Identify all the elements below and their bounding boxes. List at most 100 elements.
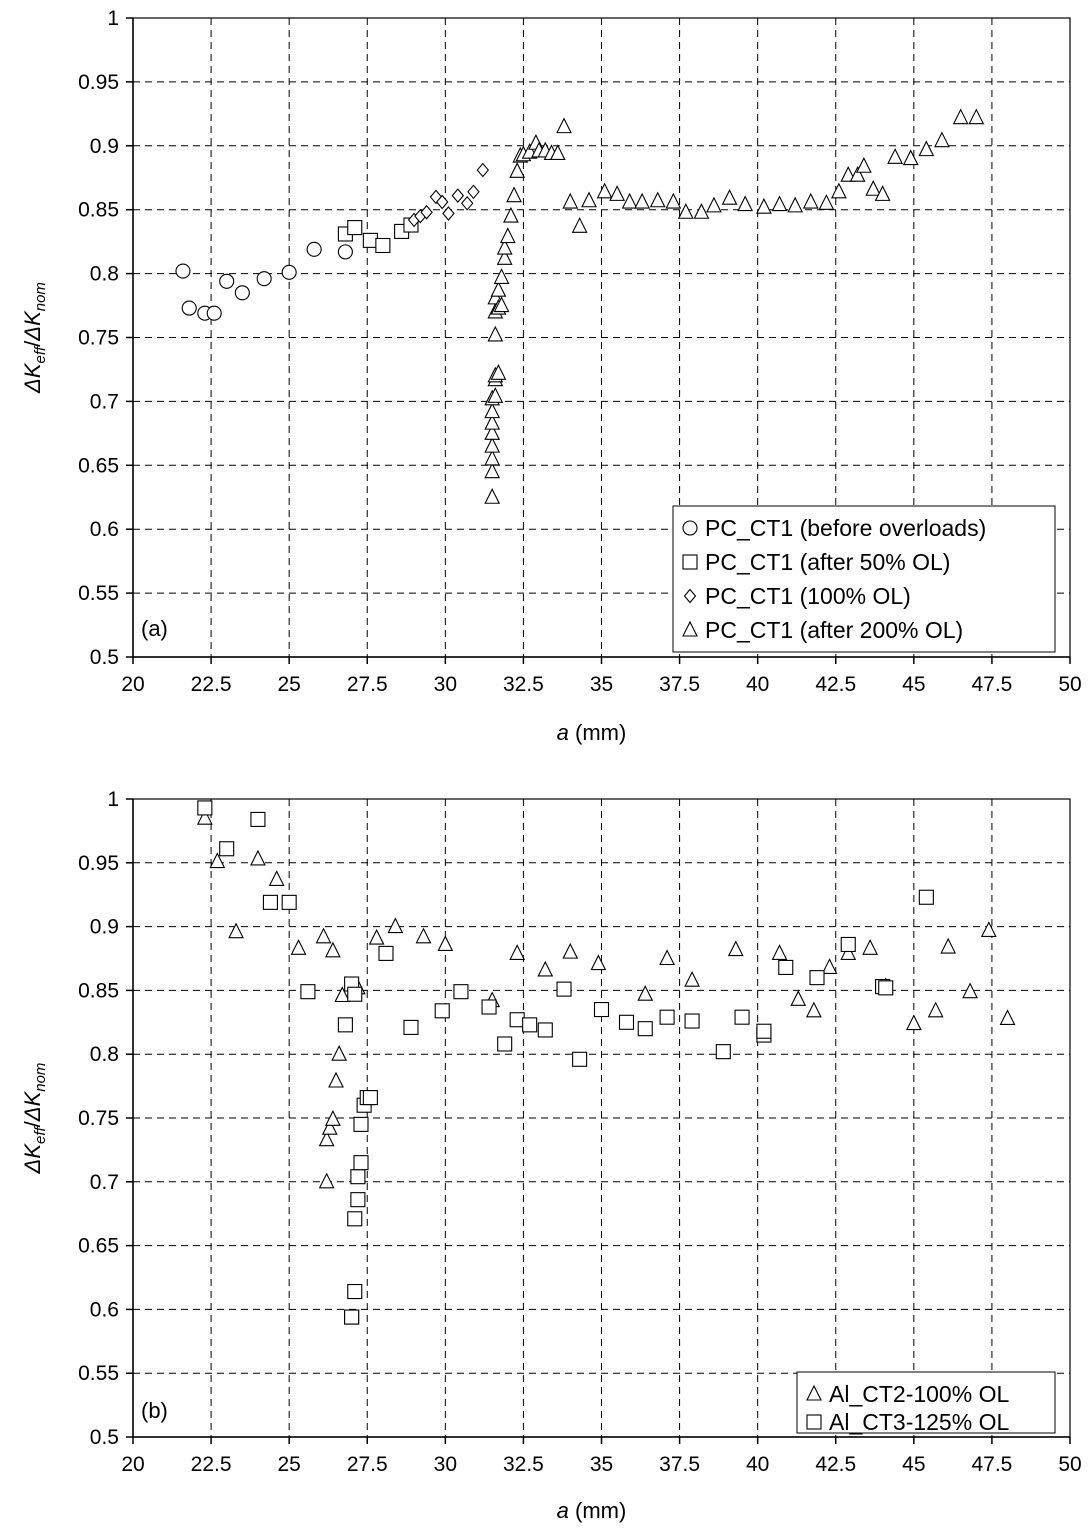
x-tick-label: 37.5 [659,1453,700,1476]
legend-entry-label: PC_CT1 (after 50% OL) [705,549,950,575]
data-point-triangle [506,186,522,203]
y-axis-label-part: eff [32,1125,49,1144]
x-tick-label: 47.5 [971,1453,1012,1476]
legend-marker-triangle [682,620,698,637]
data-point-triangle [706,196,722,213]
data-point-triangle [496,249,513,265]
y-tick-label: 0.95 [78,852,119,875]
data-point-diamond [435,194,449,210]
x-tick-label: 32.5 [503,1453,544,1476]
y-axis-label-part: / [20,340,45,347]
data-point-triangle [496,238,513,255]
data-point-triangle [927,1001,944,1018]
data-point-triangle [637,984,654,1001]
data-point-triangle [318,1130,335,1147]
y-tick-label: 0.6 [90,518,119,541]
data-point-triangle [934,131,950,148]
data-point-triangle [865,180,882,196]
data-point-square [572,1051,588,1067]
data-point-triangle [952,108,969,125]
data-point-triangle [665,192,682,209]
data-point-triangle [590,954,607,971]
legend-entry-label: PC_CT1 (100% OL) [705,583,911,609]
data-point-square [522,1017,538,1033]
plot-frame [132,17,1071,658]
y-tick-label: 1 [107,7,119,30]
data-point-triangle [331,1044,348,1061]
data-point-triangle [918,140,935,157]
data-point-triangle [887,148,903,164]
y-tick-label: 0.9 [90,916,119,939]
data-point-square [509,1012,525,1028]
data-point-triangle [368,928,385,945]
y-axis-label-part: ΔK [20,1143,45,1175]
data-point-triangle [493,268,510,284]
y-tick-label: 0.6 [90,1298,119,1321]
legend-entry-label: Al_CT2-100% OL [829,1381,1009,1407]
x-axis-label-unit: (mm) [569,1498,626,1523]
x-tick-label: 45 [902,1453,925,1476]
data-point-square [637,1021,653,1037]
y-tick-label: 0.75 [78,1107,119,1130]
data-point-circle [337,244,353,260]
data-point-square [556,981,572,997]
data-point-triangle [821,958,838,974]
data-point-triangle [556,117,572,134]
y-axis-label-part: / [20,1120,45,1127]
data-point-square [593,1001,610,1018]
data-point-triangle [721,188,738,205]
data-point-triangle [874,185,891,201]
data-point-circle [206,305,222,321]
data-point-square [350,1169,366,1185]
y-axis-label: ΔKeff/ΔKnom [20,282,49,394]
data-point-triangle [830,182,847,199]
data-point-triangle [802,192,819,209]
plot-frame [132,798,1071,1438]
legend-entry-label: PC_CT1 (before overloads) [705,515,986,541]
data-point-circle [256,271,272,287]
data-point-triangle [787,196,804,213]
y-tick-label: 0.85 [78,979,119,1002]
data-point-triangle [484,462,501,479]
data-point-square [453,984,469,1000]
data-point-square [347,1283,363,1300]
data-point-triangle [840,944,857,960]
legend-entry-label: Al_CT3-125% OL [829,1409,1009,1435]
data-point-triangle [503,206,519,223]
data-point-triangle [790,990,807,1006]
data-point-square [353,1155,369,1171]
x-tick-label: 35 [590,1453,613,1476]
data-point-square [684,1013,700,1029]
y-tick-label: 0.65 [78,454,119,477]
series-0 [175,241,353,321]
data-point-circle [281,264,297,280]
x-tick-label: 32.5 [503,673,544,696]
data-point-square [840,936,856,953]
legend-marker-diamond [683,588,697,604]
data-point-square [378,945,394,961]
data-point-triangle [902,149,919,166]
data-point-triangle [962,982,978,999]
y-tick-label: 0.9 [90,135,119,158]
data-point-triangle [493,296,510,313]
data-point-square [537,1022,553,1038]
data-point-triangle [818,194,835,210]
data-point-triangle [268,870,285,886]
y-tick-label: 0.95 [78,71,119,94]
y-axis-label-part: ΔK [20,310,45,342]
data-point-square [362,1090,378,1106]
data-point-square [918,889,934,905]
data-point-triangle [509,944,526,960]
data-point-triangle [677,203,694,219]
legend-entry-label: PC_CT1 (after 200% OL) [705,617,963,643]
data-point-diamond [476,162,490,178]
data-point-square [403,1019,419,1035]
data-point-square [734,1009,750,1025]
series-1 [337,217,419,254]
x-tick-label: 25 [277,673,300,696]
data-point-square [715,1044,731,1060]
data-point-triangle [562,192,579,209]
series-1 [197,800,934,1325]
